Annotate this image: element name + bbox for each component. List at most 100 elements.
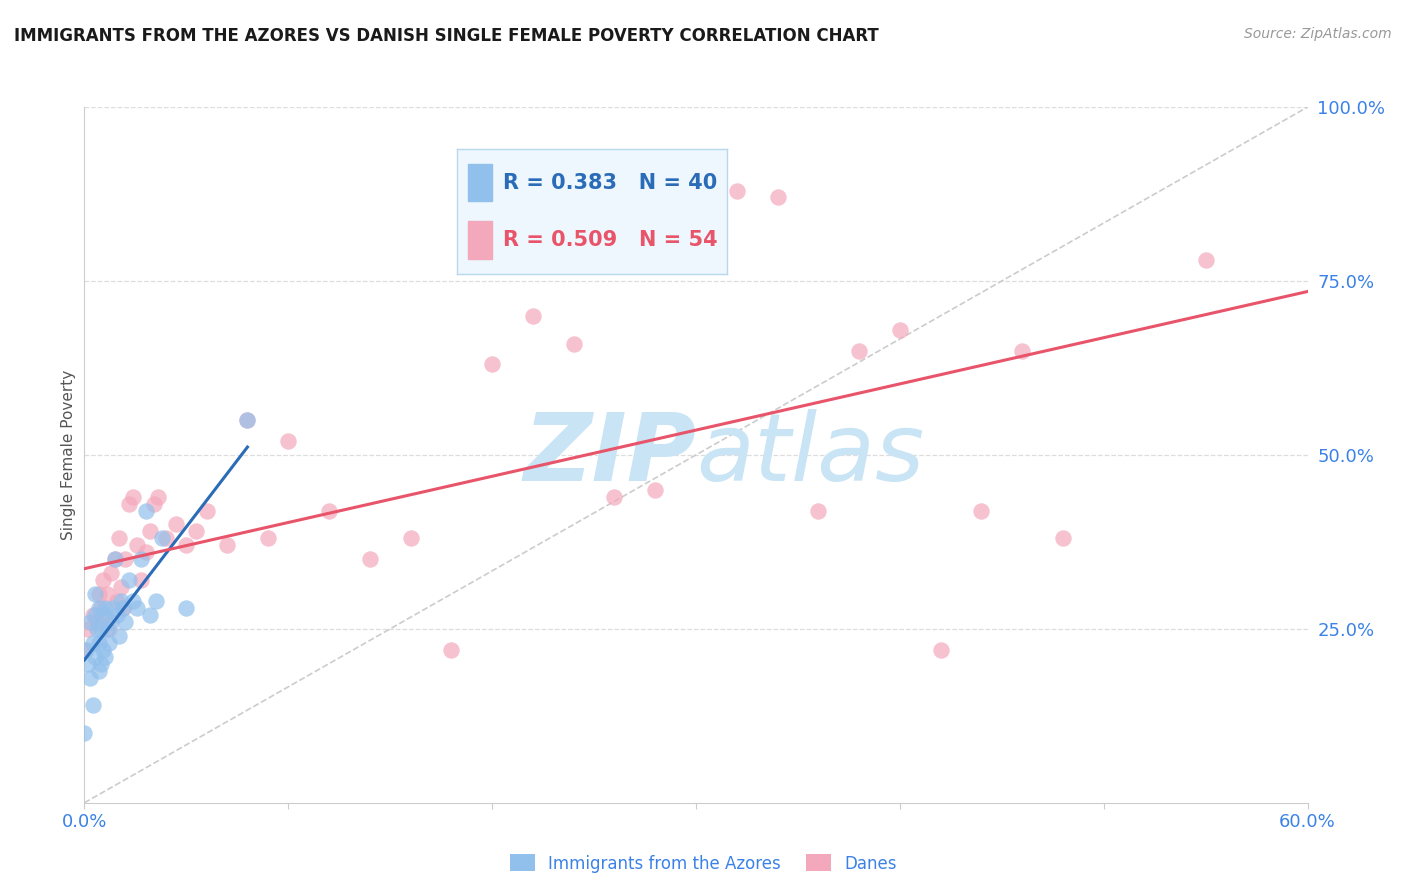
Point xyxy=(131,573,153,587)
Point xyxy=(522,309,544,323)
Point xyxy=(105,594,128,608)
Point xyxy=(217,538,239,552)
Point xyxy=(644,483,666,497)
Point xyxy=(1011,343,1033,358)
Point xyxy=(481,358,503,372)
Point xyxy=(82,698,104,713)
Point xyxy=(83,649,105,664)
Text: ZIP: ZIP xyxy=(523,409,696,501)
Point xyxy=(83,587,105,601)
Point xyxy=(145,594,167,608)
Point xyxy=(122,490,145,504)
Point xyxy=(93,601,115,615)
Point xyxy=(685,225,707,239)
Point xyxy=(101,601,124,615)
Point xyxy=(87,636,110,650)
Point xyxy=(112,601,135,615)
Point xyxy=(399,532,422,546)
Point xyxy=(104,552,127,566)
Point xyxy=(135,503,157,517)
Point xyxy=(127,538,149,552)
Point xyxy=(73,642,96,657)
Point xyxy=(97,622,120,636)
Point xyxy=(86,615,108,629)
Point xyxy=(73,726,96,740)
Point xyxy=(135,545,157,559)
Point xyxy=(100,566,122,581)
Point xyxy=(603,490,626,504)
Point xyxy=(75,642,97,657)
Point xyxy=(155,532,177,546)
Point xyxy=(77,657,100,671)
Point xyxy=(150,532,173,546)
Text: atlas: atlas xyxy=(696,409,924,500)
Point xyxy=(112,601,135,615)
Point xyxy=(195,503,218,517)
Point xyxy=(174,601,197,615)
Point xyxy=(108,532,131,546)
Point xyxy=(87,587,110,601)
Point xyxy=(105,607,128,622)
Point xyxy=(1195,253,1218,268)
Point xyxy=(138,607,160,622)
Point xyxy=(186,524,208,539)
Point xyxy=(97,636,120,650)
Point xyxy=(87,664,110,678)
Point xyxy=(970,503,993,517)
Point xyxy=(77,622,100,636)
Point xyxy=(236,413,259,427)
Point xyxy=(142,497,165,511)
Point xyxy=(90,657,112,671)
Point xyxy=(174,538,197,552)
Point xyxy=(82,636,104,650)
Point xyxy=(127,601,149,615)
Point xyxy=(359,552,381,566)
Point xyxy=(96,622,118,636)
Point xyxy=(110,594,132,608)
Point xyxy=(807,503,830,517)
Point xyxy=(138,524,160,539)
Point xyxy=(889,323,911,337)
Point xyxy=(131,552,153,566)
Point xyxy=(100,615,122,629)
Point xyxy=(93,649,115,664)
Point xyxy=(91,642,114,657)
Point xyxy=(118,497,141,511)
Point xyxy=(1052,532,1074,546)
Point xyxy=(110,580,132,594)
Point xyxy=(83,607,105,622)
Point xyxy=(146,490,169,504)
Point xyxy=(104,552,127,566)
Point xyxy=(118,573,141,587)
Point xyxy=(766,190,789,204)
Y-axis label: Single Female Poverty: Single Female Poverty xyxy=(60,370,76,540)
Point xyxy=(929,642,952,657)
Point xyxy=(236,413,259,427)
Point xyxy=(440,642,463,657)
Point xyxy=(318,503,340,517)
Point xyxy=(79,615,101,629)
Point xyxy=(91,573,114,587)
Point xyxy=(725,184,748,198)
Text: Source: ZipAtlas.com: Source: ZipAtlas.com xyxy=(1244,27,1392,41)
Point xyxy=(848,343,870,358)
Point xyxy=(114,615,136,629)
Point xyxy=(82,607,104,622)
Text: IMMIGRANTS FROM THE AZORES VS DANISH SINGLE FEMALE POVERTY CORRELATION CHART: IMMIGRANTS FROM THE AZORES VS DANISH SIN… xyxy=(14,27,879,45)
Point xyxy=(90,622,112,636)
Point xyxy=(122,594,145,608)
Point xyxy=(91,607,114,622)
Point xyxy=(114,552,136,566)
Point xyxy=(79,671,101,685)
Point xyxy=(108,629,131,643)
Point xyxy=(277,434,299,448)
Legend: Immigrants from the Azores, Danes: Immigrants from the Azores, Danes xyxy=(503,847,903,880)
Point xyxy=(90,601,112,615)
Point xyxy=(96,587,118,601)
Point xyxy=(562,336,585,351)
Point xyxy=(87,601,110,615)
Point xyxy=(165,517,187,532)
Point xyxy=(86,622,108,636)
Point xyxy=(257,532,280,546)
Point xyxy=(93,607,115,622)
